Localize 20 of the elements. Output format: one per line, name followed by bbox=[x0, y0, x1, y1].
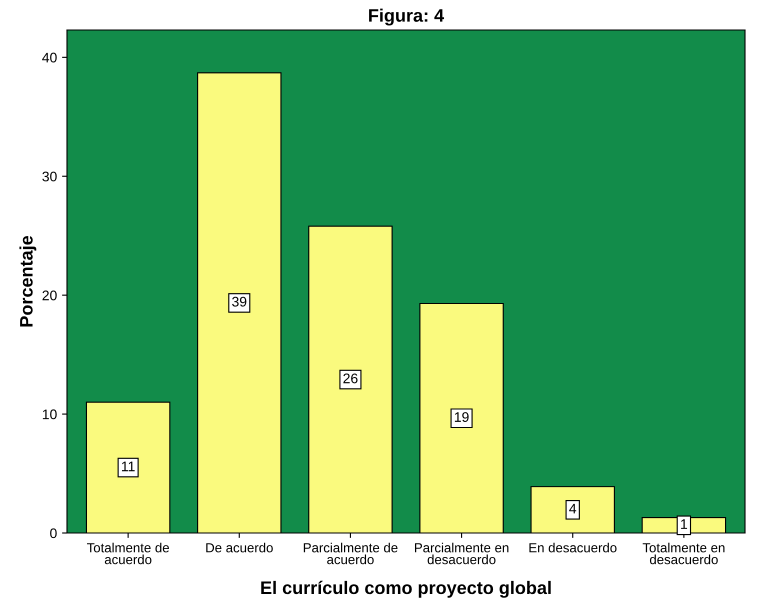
y-tick-label: 10 bbox=[42, 409, 57, 420]
data-label: 1 bbox=[681, 519, 688, 529]
x-tick-label: Parcialmente de acuerdo bbox=[304, 542, 398, 564]
y-tick-label: 20 bbox=[42, 290, 57, 300]
y-tick-label: 0 bbox=[50, 528, 57, 538]
x-tick-label: Totalmente de acuerdo bbox=[86, 542, 169, 564]
x-tick-label: Parcialmente en desacuerdo bbox=[414, 542, 508, 564]
data-label: 11 bbox=[122, 462, 135, 472]
y-tick-label: 30 bbox=[42, 172, 57, 182]
data-label: 26 bbox=[343, 373, 358, 384]
x-axis-title: El currículo como proyecto global bbox=[261, 580, 551, 598]
data-label: 19 bbox=[454, 412, 469, 422]
x-tick-label: De acuerdo bbox=[206, 542, 273, 552]
y-axis-title: Porcentaje bbox=[19, 236, 36, 326]
chart-title: Figura: 4 bbox=[369, 8, 444, 26]
x-tick-label: En desacuerdo bbox=[529, 542, 617, 552]
y-tick-label: 40 bbox=[42, 52, 57, 63]
x-tick-label: Totalmente en desacuerdo bbox=[642, 542, 724, 564]
data-label: 39 bbox=[232, 296, 246, 307]
data-label: 4 bbox=[569, 504, 576, 514]
